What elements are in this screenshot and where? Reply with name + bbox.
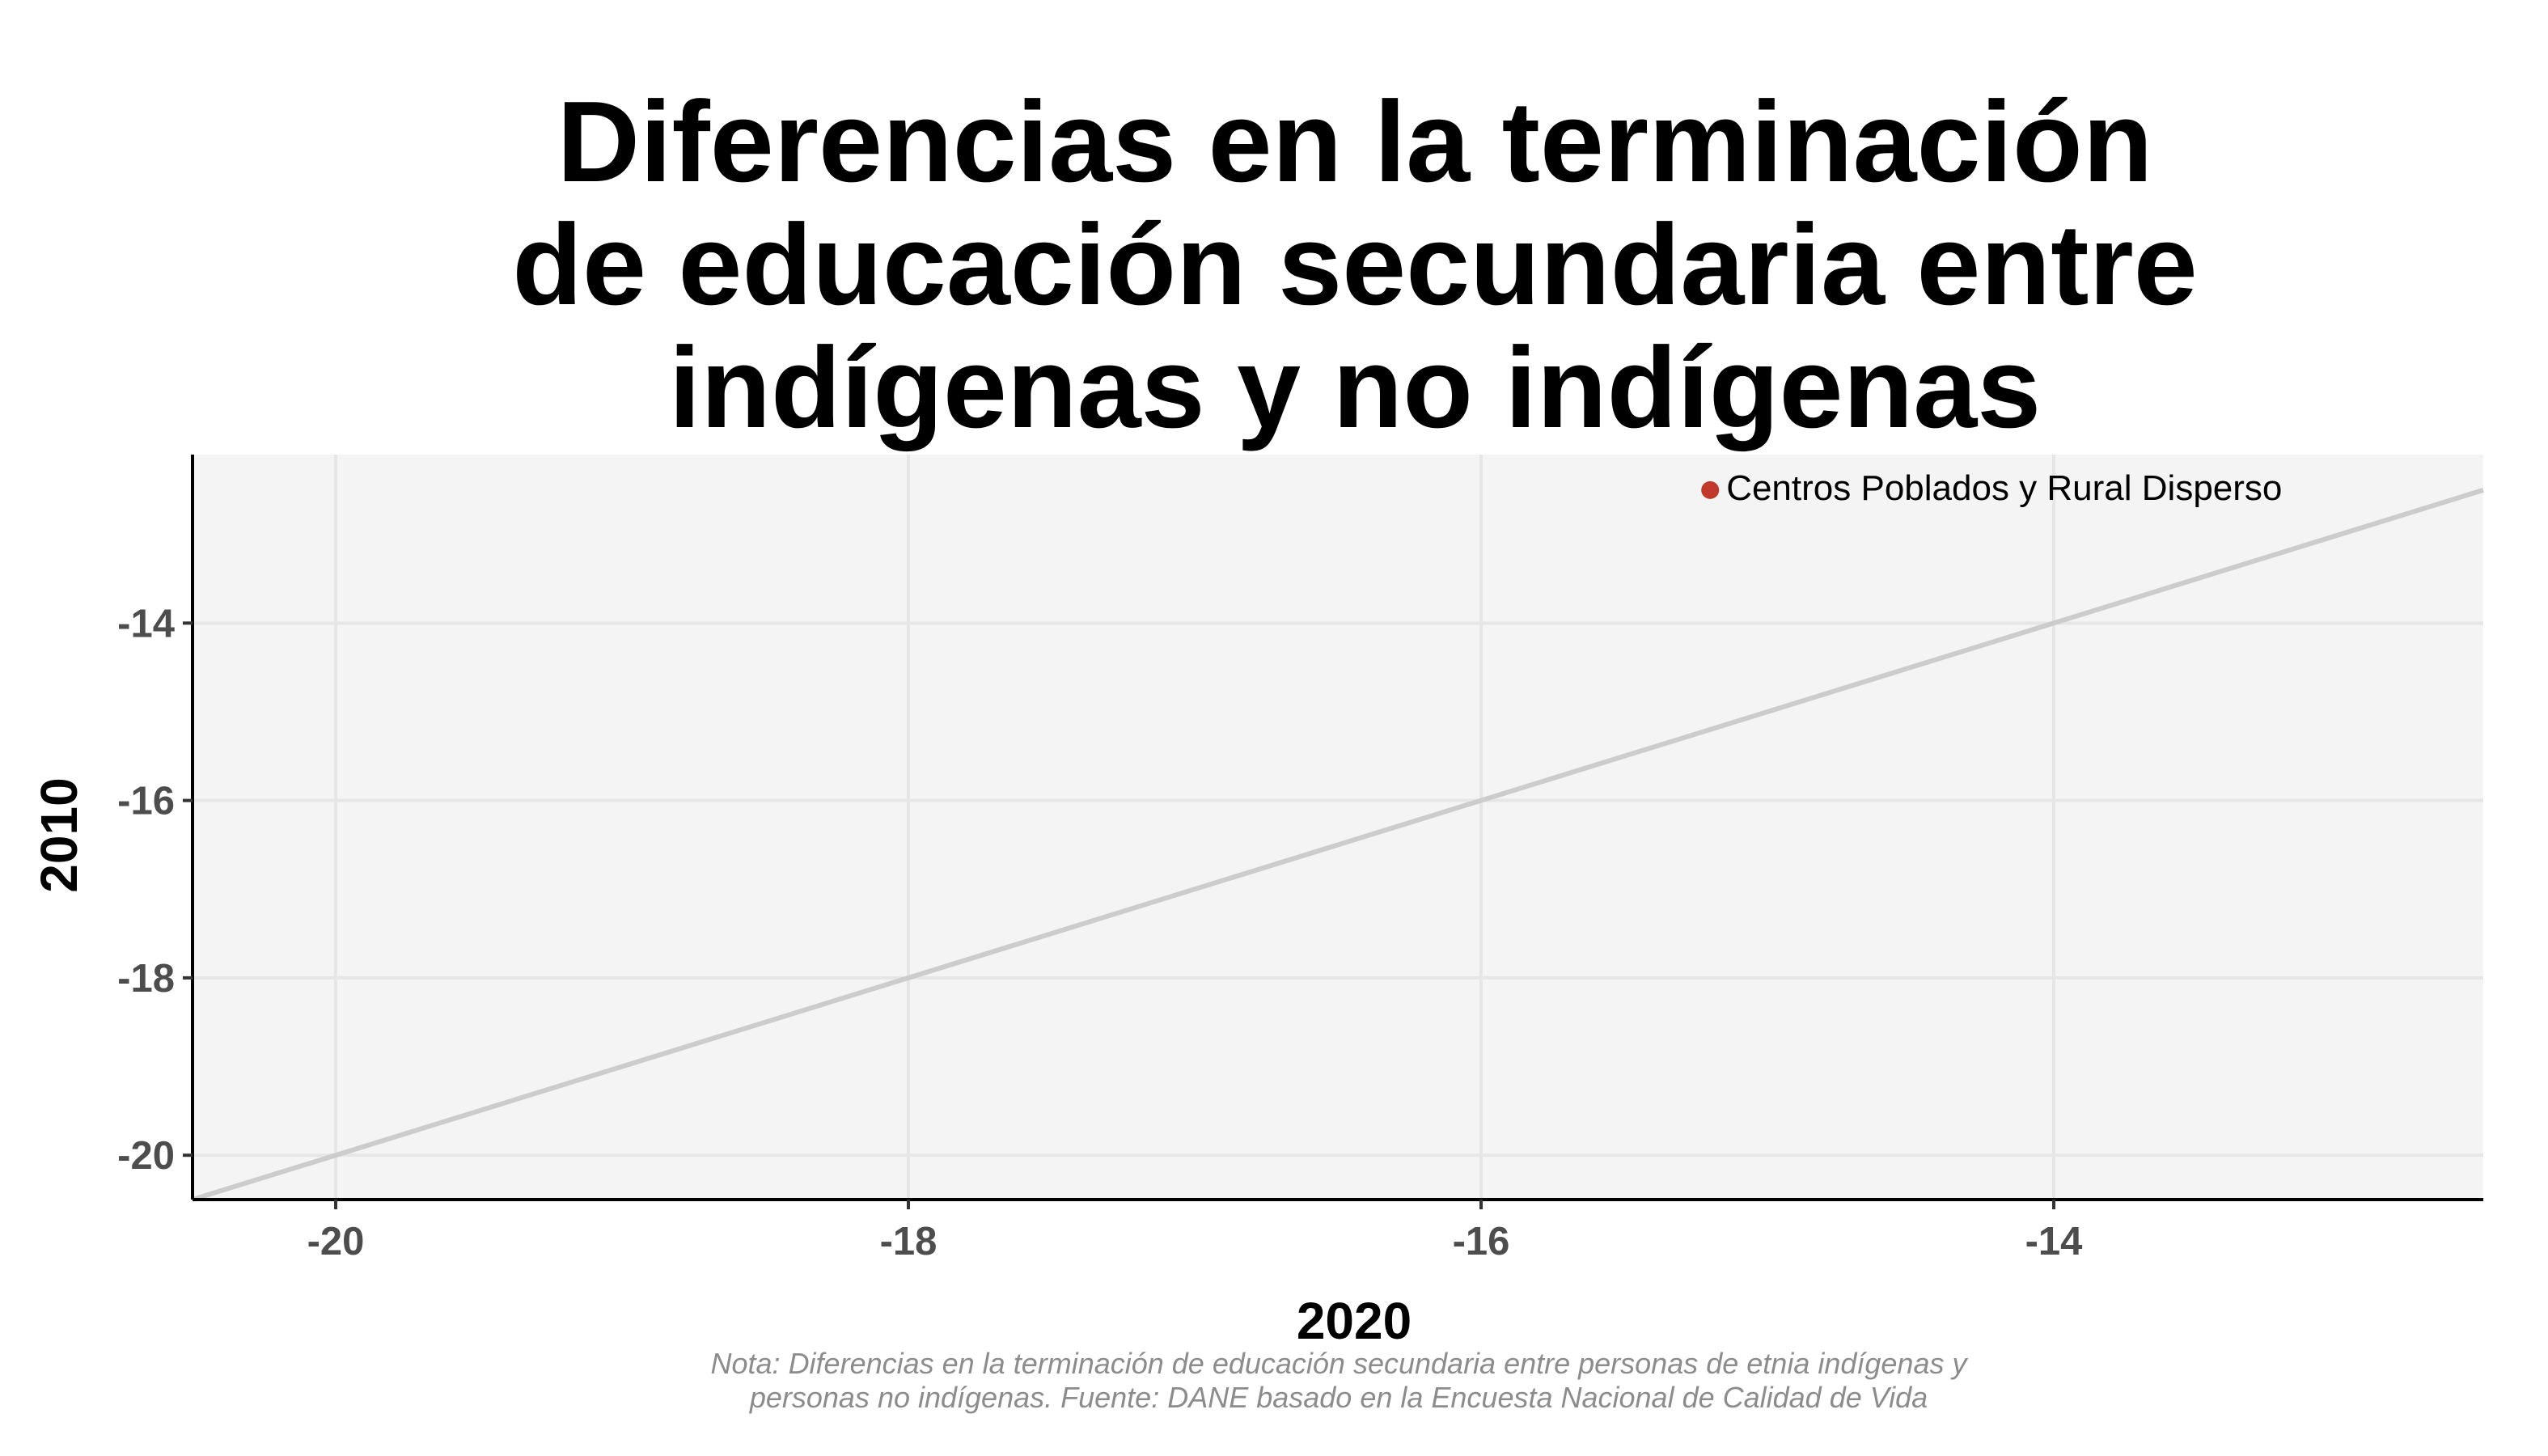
x-axis-ticks: -20 -18 -16 -14 <box>307 1200 2083 1263</box>
x-tick-label: -14 <box>2025 1220 2083 1263</box>
y-tick-label: -14 <box>117 602 175 645</box>
chart-title-line-1: Diferencias en la terminación <box>557 78 2153 206</box>
data-point <box>1701 480 1720 499</box>
grid-lines <box>193 455 2483 1200</box>
chart-title-line-2: de educación secundaria entre <box>512 201 2198 329</box>
x-tick-label: -20 <box>307 1220 365 1263</box>
chart-title-line-3: indígenas y no indígenas <box>668 324 2042 452</box>
y-tick-label: -18 <box>117 957 175 1001</box>
y-tick-label: -16 <box>117 780 175 823</box>
chart-title: Diferencias en la terminación de educaci… <box>0 81 2548 450</box>
chart-note: Nota: Diferencias en la terminación de e… <box>0 1347 2548 1415</box>
y-axis-ticks: -20 -18 -16 -14 <box>117 602 193 1178</box>
x-axis-title: 2020 <box>1297 1292 1412 1350</box>
chart-note-line-2: personas no indígenas. Fuente: DANE basa… <box>749 1381 1928 1414</box>
chart-note-line-1: Nota: Diferencias en la terminación de e… <box>710 1347 1967 1380</box>
data-point-label: Centros Poblados y Rural Disperso <box>1726 468 2282 508</box>
y-tick-label: -20 <box>117 1134 175 1178</box>
x-tick-label: -16 <box>1453 1220 1510 1263</box>
identity-reference-line <box>192 487 2484 1202</box>
data-points: Centros Poblados y Rural Disperso <box>1701 468 2282 508</box>
plot-panel <box>193 455 2483 1200</box>
x-tick-label: -18 <box>880 1220 938 1263</box>
y-axis-title: 2010 <box>30 777 88 892</box>
